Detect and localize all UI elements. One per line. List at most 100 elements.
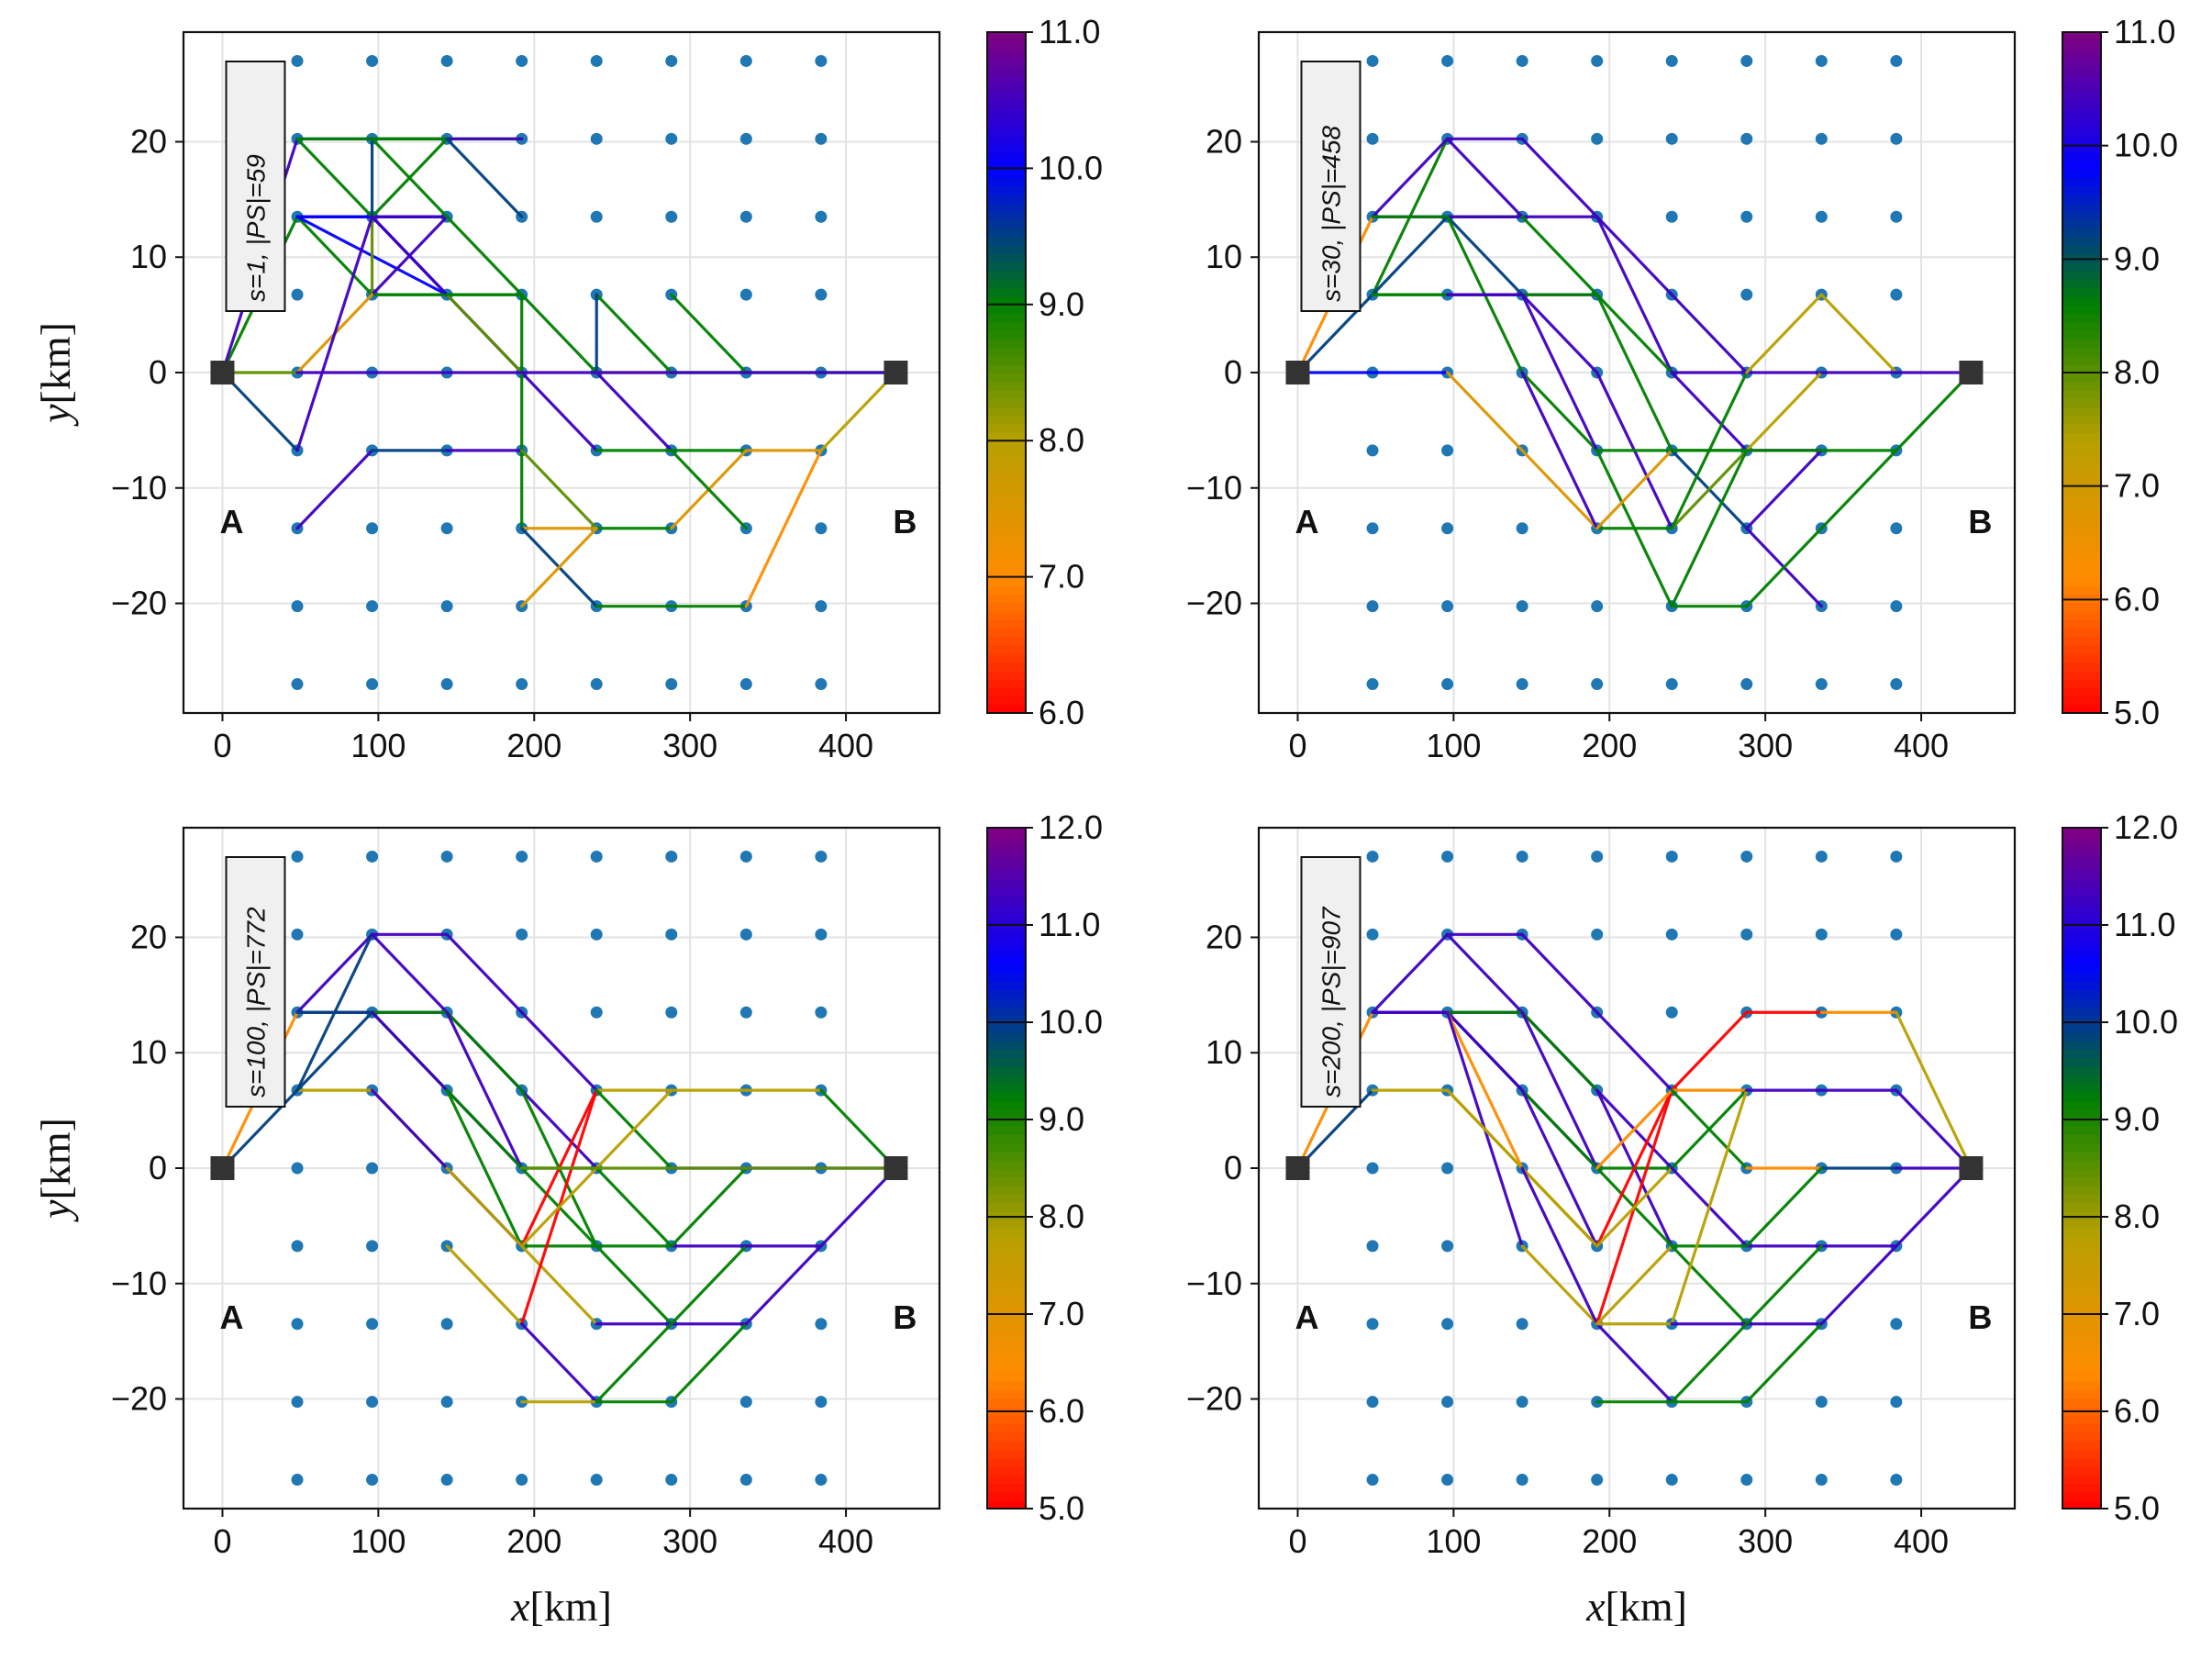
colorbar-strip xyxy=(987,134,1026,144)
grid-point xyxy=(516,928,528,941)
path-edge xyxy=(1520,1010,1599,1170)
colorbar-strip xyxy=(2062,1414,2101,1425)
colorbar-strip xyxy=(987,594,1026,604)
colorbar-strip xyxy=(987,886,1026,897)
colorbar-strip xyxy=(2062,32,2101,42)
grid-point xyxy=(1516,600,1528,613)
colorbar-strip xyxy=(2062,980,2101,991)
colorbar-strip xyxy=(987,636,1026,646)
colorbar-strip xyxy=(2062,219,2101,229)
chart-panel-1: A Bs=1, |PS|=590 100 200 300 40020100−10−20y[… xyxy=(32,13,1103,764)
colorbar-strip xyxy=(2062,1372,2101,1382)
colorbar-strip xyxy=(2062,1312,2101,1322)
colorbar-strip xyxy=(2062,930,2101,940)
colorbar-strip xyxy=(2062,1320,2101,1331)
grid-point xyxy=(440,600,453,613)
grid-point xyxy=(1366,1162,1379,1175)
grid-point xyxy=(1366,678,1379,691)
colorbar-strip xyxy=(987,262,1026,272)
path-edge xyxy=(445,293,524,374)
grid-point xyxy=(739,1396,752,1409)
path-edge xyxy=(520,527,598,608)
colorbar-strip xyxy=(987,176,1026,186)
grid-point xyxy=(1366,1474,1379,1487)
colorbar-strip xyxy=(2062,670,2101,680)
colorbar-strip xyxy=(2062,997,2101,1008)
colorbar-strip xyxy=(987,997,1026,1008)
colorbar-strip xyxy=(2062,407,2101,417)
colorbar-strip xyxy=(2062,236,2101,246)
colorbar-strip xyxy=(2062,844,2101,854)
colorbar-strip xyxy=(987,696,1026,706)
colorbar-strip xyxy=(987,1091,1026,1101)
grid-point xyxy=(1441,522,1454,535)
colorbar-strip xyxy=(2062,704,2101,714)
colorbar-strip xyxy=(987,1168,1026,1178)
path-edge xyxy=(445,1244,524,1326)
y-tick-label: 10 xyxy=(1206,1033,1242,1071)
path-edge xyxy=(1520,1166,1599,1326)
path-edge xyxy=(819,371,898,452)
colorbar-strip xyxy=(2062,1049,2101,1059)
grid-point xyxy=(1591,1474,1604,1487)
colorbar-strip xyxy=(987,1015,1026,1025)
colorbar-strip xyxy=(987,321,1026,331)
colorbar-strip xyxy=(987,1457,1026,1467)
end-node-marker xyxy=(884,361,908,384)
colorbar-strip xyxy=(2062,1380,2101,1391)
colorbar-tick-label: 9.0 xyxy=(2114,240,2160,277)
path-edge xyxy=(1670,1244,1749,1326)
colorbar-strip xyxy=(987,1262,1026,1272)
colorbar-strip xyxy=(987,938,1026,948)
grid-point xyxy=(366,1318,379,1331)
colorbar-strip xyxy=(987,397,1026,408)
path-edge xyxy=(1371,932,1450,1014)
colorbar-strip xyxy=(2062,1219,2101,1229)
path-edge xyxy=(670,293,748,374)
colorbar-strip xyxy=(2062,576,2101,586)
colorbar-strip xyxy=(987,150,1026,162)
path-edge xyxy=(595,293,673,374)
grid-point xyxy=(291,1162,304,1175)
colorbar-strip xyxy=(2062,1168,2101,1178)
grid-point xyxy=(1591,600,1604,613)
colorbar-strip xyxy=(987,423,1026,433)
colorbar-strip xyxy=(2062,381,2101,391)
grid-point xyxy=(366,850,379,863)
colorbar-strip xyxy=(2062,278,2101,289)
path-edge xyxy=(445,1166,524,1248)
colorbar-tick-label: 10.0 xyxy=(1039,1003,1103,1041)
colorbar-strip xyxy=(987,1227,1026,1238)
grid-point xyxy=(1591,132,1604,145)
colorbar-strip xyxy=(2062,1432,2101,1442)
colorbar-strip xyxy=(987,534,1026,544)
start-node-label: A xyxy=(219,1298,243,1336)
colorbar-strip xyxy=(2062,389,2101,399)
colorbar-strip xyxy=(987,828,1026,838)
y-tick-label: 10 xyxy=(1206,238,1242,275)
colorbar-tick-label: 10.0 xyxy=(2114,127,2178,164)
grid-point xyxy=(665,678,678,691)
grid-point xyxy=(1890,1396,1903,1409)
grid-point xyxy=(1815,132,1828,145)
grid-point xyxy=(366,54,379,67)
grid-point xyxy=(1665,210,1678,223)
colorbar-tick-label: 6.0 xyxy=(1039,694,1084,731)
path-edge xyxy=(744,1244,823,1326)
colorbar-strip xyxy=(2062,1083,2101,1093)
colorbar-strip xyxy=(2062,628,2101,638)
path-edge xyxy=(1520,1244,1599,1326)
colorbar-strip xyxy=(2062,653,2101,663)
colorbar-strip xyxy=(987,1440,1026,1451)
colorbar-strip xyxy=(2062,1355,2101,1365)
colorbar-tick-label: 5.0 xyxy=(2114,1489,2160,1527)
colorbar-strip xyxy=(987,644,1026,655)
colorbar-strip xyxy=(2062,921,2101,931)
path-edge xyxy=(1895,1010,1973,1170)
x-tick-label: 400 xyxy=(1894,1522,1949,1560)
grid-point xyxy=(1516,1396,1528,1409)
path-edge xyxy=(520,449,598,530)
colorbar-strip xyxy=(987,1465,1026,1476)
path-edge xyxy=(1445,137,1524,218)
colorbar-strip xyxy=(2062,1389,2101,1399)
